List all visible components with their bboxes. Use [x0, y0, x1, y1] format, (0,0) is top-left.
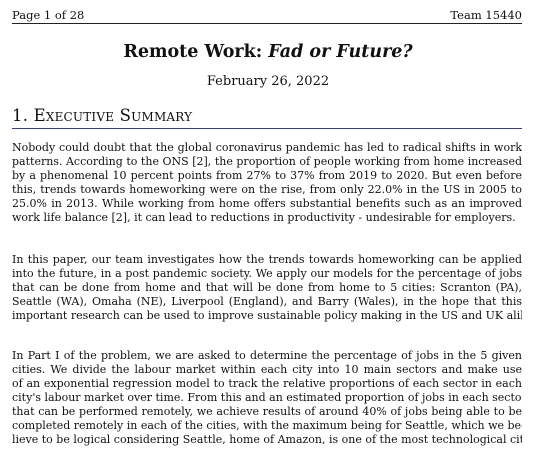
paragraph-line: city's labour market over time. From thi… — [12, 391, 522, 404]
team-number: Team 15440 — [450, 8, 522, 22]
paragraph-line: Nobody could doubt that the global coron… — [12, 141, 522, 154]
title-emphasis: Fad or Future? — [268, 42, 413, 62]
paragraph-line: of an exponential regression model to tr… — [12, 377, 522, 390]
running-header: Page 1 of 28 Team 15440 — [12, 8, 522, 22]
section-divider — [12, 128, 522, 129]
paragraph-line: patterns. According to the ONS [2], the … — [12, 155, 522, 168]
paragraph-scope: In this paper, our team investigates how… — [12, 253, 522, 323]
paragraph-line: completed remotely in each of the cities… — [12, 419, 522, 432]
paragraph-line: lieve to be logical considering Seattle,… — [12, 433, 522, 446]
paragraph-line: into the future, in a post pandemic soci… — [12, 267, 522, 280]
paragraph-line: 25.0% in 2013. While working from home o… — [12, 197, 522, 210]
paragraph-intro: Nobody could doubt that the global coron… — [12, 141, 522, 225]
header-divider — [12, 23, 522, 24]
paragraph-line: this, trends towards homeworking were on… — [12, 183, 522, 196]
page-number: Page 1 of 28 — [12, 8, 85, 22]
paper-date: February 26, 2022 — [206, 74, 330, 89]
paragraph-line: important research can be used to improv… — [12, 309, 522, 322]
paper-title: Remote Work: Fad or Future? — [0, 41, 536, 63]
paragraph-line: In Part I of the problem, we are asked t… — [12, 349, 522, 362]
paragraph-line: that can be performed remotely, we achie… — [12, 405, 522, 418]
paragraph-line: cities. We divide the labour market with… — [12, 363, 522, 376]
paragraph-line: Seattle (WA), Omaha (NE), Liverpool (Eng… — [12, 295, 522, 308]
paragraph-part-one: In Part I of the problem, we are asked t… — [12, 349, 522, 447]
title-prefix: Remote Work: — [123, 42, 269, 62]
paragraph-line: work life balance [2], it can lead to re… — [12, 211, 516, 224]
paragraph-line: that can be done from home and that will… — [12, 281, 522, 294]
section-heading: 1. Executive Summary — [12, 106, 193, 125]
paragraph-line: by a phenomenal 10 percent points from 2… — [12, 169, 522, 182]
paragraph-line: In this paper, our team investigates how… — [12, 253, 522, 266]
